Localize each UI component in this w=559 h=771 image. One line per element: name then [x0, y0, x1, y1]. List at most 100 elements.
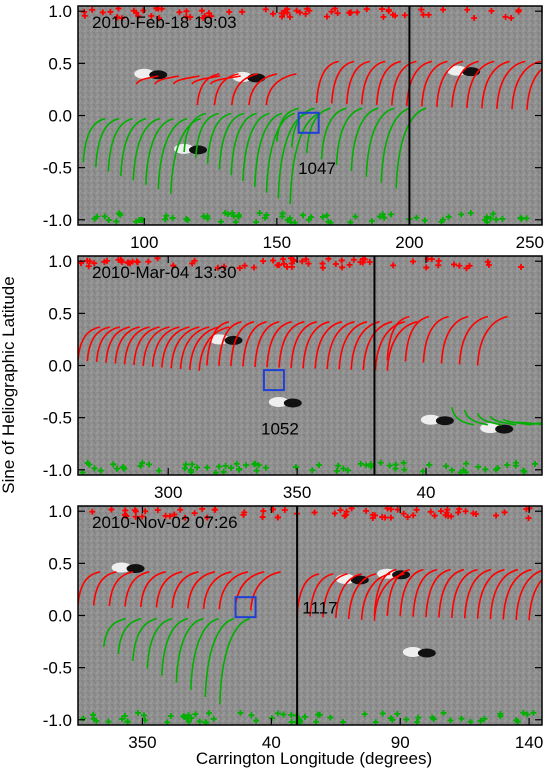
y-tick-label: -1.0: [43, 711, 72, 730]
footpoint-red: [104, 257, 111, 264]
field-line-green: [277, 112, 308, 199]
field-line-red: [436, 60, 464, 107]
footpoint-green: [300, 212, 307, 219]
footpoint-green: [467, 209, 474, 216]
footpoint-red: [523, 506, 530, 513]
field-line-red: [326, 321, 355, 370]
footpoint-red: [323, 13, 330, 20]
footpoint-red: [455, 509, 462, 516]
field-line-red: [541, 102, 542, 111]
footpoint-red: [423, 264, 430, 271]
footpoint-red: [118, 15, 125, 22]
footpoint-red: [204, 514, 211, 521]
y-tick-label: 1.0: [48, 502, 72, 521]
footpoint-green: [155, 467, 162, 474]
footpoint-red: [286, 14, 293, 21]
footpoint-red: [125, 259, 132, 266]
footpoint-red: [241, 509, 248, 516]
field-line-red: [213, 73, 239, 106]
footpoint-red: [260, 508, 267, 515]
footpoint-green: [377, 459, 384, 466]
footpoint-red: [270, 257, 277, 264]
footpoint-green: [210, 715, 217, 722]
footpoint-red: [501, 509, 508, 516]
region-box: [262, 369, 285, 392]
footpoint-green: [477, 717, 484, 724]
footpoint-red: [332, 260, 339, 267]
x-tick-label: 40: [262, 733, 281, 752]
field-line-red: [528, 578, 542, 621]
field-line-red: [278, 321, 305, 368]
footpoint-green: [333, 467, 340, 474]
footpoint-red: [131, 507, 138, 514]
field-line-green: [350, 107, 379, 171]
footpoint-red: [135, 13, 142, 20]
field-line-red: [202, 571, 232, 609]
footpoint-red: [380, 13, 387, 20]
footpoint-green: [467, 718, 474, 725]
x-tick-label: 350: [283, 483, 311, 502]
field-line-green: [515, 421, 542, 426]
active-region-black: [435, 416, 454, 426]
footpoint-green: [386, 462, 393, 469]
panel-timestamp: 2010-Mar-04 13:30: [92, 263, 237, 282]
footpoint-red: [366, 259, 373, 266]
footpoint-green: [323, 212, 330, 219]
footpoint-green: [233, 460, 240, 467]
field-line-red: [458, 315, 489, 365]
footpoint-green: [524, 711, 531, 718]
footpoint-red: [350, 256, 357, 263]
footpoint-green: [118, 715, 125, 722]
active-region-black: [495, 424, 514, 434]
footpoint-red: [331, 510, 338, 517]
footpoint-green: [185, 718, 192, 725]
footpoint-green: [222, 462, 229, 469]
field-line-green: [219, 617, 251, 705]
active-region-white: [402, 647, 423, 657]
footpoint-red: [239, 8, 246, 15]
footpoint-red: [443, 509, 450, 516]
footpoint-red: [401, 12, 408, 19]
footpoint-green: [413, 214, 420, 221]
field-line-red: [315, 60, 339, 104]
footpoint-green: [309, 467, 316, 474]
footpoint-green: [367, 461, 374, 468]
field-line-green: [380, 107, 411, 183]
footpoint-red: [206, 10, 213, 17]
footpoint-green: [439, 216, 446, 223]
field-line-red: [373, 568, 397, 616]
footpoint-red: [262, 6, 269, 13]
field-line-red: [322, 573, 348, 618]
field-line-red: [511, 60, 542, 110]
region-number-label: 1052: [261, 419, 299, 438]
footpoint-green: [228, 464, 235, 471]
field-line-red: [425, 568, 451, 618]
footpoint-red: [251, 264, 258, 271]
footpoint-green: [243, 462, 250, 469]
field-line-red: [218, 571, 249, 610]
footpoint-green: [504, 461, 511, 468]
field-line-green: [320, 107, 347, 160]
footpoint-green: [94, 213, 101, 220]
field-line-green: [132, 617, 157, 662]
footpoint-green: [521, 468, 528, 475]
active-region-white: [134, 68, 155, 79]
footpoint-green: [206, 710, 213, 717]
field-line-red: [350, 321, 380, 370]
field-line-red: [108, 571, 134, 607]
footpoint-green: [482, 466, 489, 473]
footpoint-red: [484, 258, 491, 265]
footpoint-red: [303, 256, 310, 263]
footpoint-green: [220, 468, 227, 475]
footpoint-red: [107, 8, 114, 15]
field-line-red: [309, 573, 334, 617]
footpoint-red: [89, 508, 96, 515]
field-line-green: [476, 412, 502, 426]
footpoint-red: [177, 506, 184, 513]
field-line-green: [528, 422, 542, 426]
footpoint-red: [338, 257, 345, 264]
footpoint-red: [133, 9, 140, 16]
footpoint-red: [451, 261, 458, 268]
y-axis-title: Sine of Heliographic Latitude: [0, 276, 18, 493]
footpoint-red: [394, 506, 401, 513]
